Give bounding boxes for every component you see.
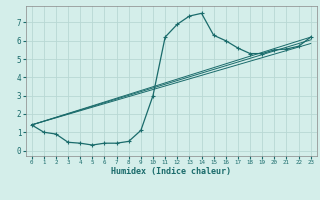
X-axis label: Humidex (Indice chaleur): Humidex (Indice chaleur) [111, 167, 231, 176]
